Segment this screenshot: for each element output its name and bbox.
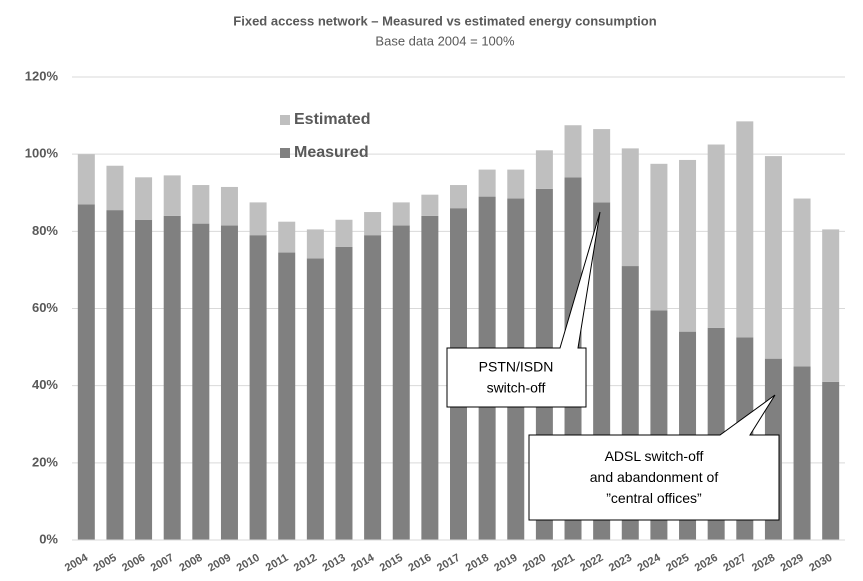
bar-segment bbox=[736, 121, 754, 338]
x-tick-label: 2023 bbox=[607, 552, 634, 575]
x-tick-label: 2024 bbox=[635, 551, 663, 574]
bar-segment bbox=[621, 148, 639, 267]
bar-segment bbox=[335, 246, 353, 540]
x-tick-label: 2012 bbox=[292, 552, 319, 575]
bar-segment bbox=[278, 221, 296, 253]
x-tick-label: 2006 bbox=[120, 552, 147, 575]
bar-segment bbox=[822, 229, 840, 382]
bar-segment bbox=[793, 198, 811, 367]
bar-segment bbox=[306, 229, 324, 259]
annotation-line: PSTN/ISDN bbox=[479, 358, 554, 374]
x-tick-label: 2021 bbox=[550, 552, 577, 575]
bar-segment bbox=[535, 150, 553, 189]
bar-segment bbox=[679, 159, 697, 332]
bar-segment bbox=[306, 258, 324, 540]
bar-segment bbox=[192, 185, 210, 224]
annotation-line: ADSL switch-off bbox=[605, 448, 704, 464]
x-tick-label: 2010 bbox=[235, 552, 262, 575]
x-tick-label: 2022 bbox=[578, 552, 605, 575]
y-tick-label: 80% bbox=[32, 223, 58, 238]
annotation-line: switch-off bbox=[487, 379, 546, 395]
bar-segment bbox=[793, 366, 811, 540]
x-tick-label: 2007 bbox=[149, 552, 176, 575]
annotation-line: and abandonment of bbox=[590, 469, 719, 485]
bar-segment bbox=[364, 235, 382, 541]
x-tick-label: 2016 bbox=[406, 552, 433, 575]
bar-segment bbox=[450, 185, 467, 209]
annotation-adsl: ADSL switch-off and abandonment of ”centra… bbox=[528, 394, 780, 521]
annotation-line: ”central offices” bbox=[606, 490, 702, 506]
bar-segment bbox=[249, 235, 267, 541]
x-tick-label: 2019 bbox=[492, 552, 519, 575]
bar-segment bbox=[135, 177, 153, 220]
x-tick-label: 2018 bbox=[464, 552, 491, 575]
y-tick-label: 20% bbox=[32, 454, 58, 469]
bar-segment bbox=[564, 125, 582, 178]
x-tick-label: 2029 bbox=[779, 552, 806, 575]
bar-segment bbox=[163, 215, 181, 540]
bar-segment bbox=[163, 175, 181, 216]
y-tick-label: 100% bbox=[25, 146, 59, 161]
bar-segment bbox=[220, 186, 238, 226]
x-tick-label: 2009 bbox=[206, 552, 233, 575]
annotation-text: ADSL switch-off and abandonment of ”centra… bbox=[590, 448, 719, 506]
bar-segment bbox=[764, 156, 782, 359]
bar-segment bbox=[650, 163, 668, 311]
bar-segment bbox=[593, 129, 611, 203]
bar-segment bbox=[335, 219, 353, 247]
x-tick-label: 2004 bbox=[63, 551, 91, 574]
plot-area: 0%20%40%60%80%100%120%2004 2005 2006 2007 20… bbox=[25, 68, 845, 574]
x-tick-label: 2025 bbox=[664, 552, 691, 575]
bar-segment bbox=[106, 210, 124, 541]
bar-segment bbox=[364, 212, 382, 236]
legend-label: Estimated bbox=[294, 111, 370, 128]
legend-swatch bbox=[280, 115, 290, 125]
x-tick-label: 2017 bbox=[435, 552, 462, 575]
chart-subtitle: Base data 2004 = 100% bbox=[375, 33, 515, 48]
x-tick-label: 2013 bbox=[321, 552, 348, 575]
callout-box bbox=[528, 394, 780, 521]
bar-segment bbox=[478, 169, 496, 197]
bar-segment bbox=[77, 154, 95, 205]
y-tick-label: 40% bbox=[32, 377, 58, 392]
callout-box bbox=[446, 211, 601, 408]
annotation-text: PSTN/ISDN switch-off bbox=[479, 358, 554, 395]
x-tick-label: 2005 bbox=[91, 552, 118, 575]
y-tick-label: 120% bbox=[25, 68, 59, 83]
bar-segment bbox=[707, 144, 725, 328]
bar-segment bbox=[249, 202, 267, 236]
x-tick-label: 2014 bbox=[349, 551, 377, 574]
annotation-pstn: PSTN/ISDN switch-off bbox=[446, 211, 601, 408]
x-tick-label: 2008 bbox=[177, 552, 204, 575]
x-tick-label: 2026 bbox=[693, 552, 720, 575]
bar-segment bbox=[392, 225, 410, 540]
bar-segment bbox=[77, 204, 95, 540]
bar-segment bbox=[135, 219, 153, 540]
x-tick-label: 2030 bbox=[807, 552, 834, 575]
x-tick-label: 2028 bbox=[750, 552, 777, 575]
y-tick-label: 0% bbox=[39, 531, 58, 546]
bar-segment bbox=[192, 223, 210, 540]
bar-segment bbox=[421, 215, 439, 540]
chart-title: Fixed access network – Measured vs estim… bbox=[233, 13, 656, 28]
x-tick-label: 2015 bbox=[378, 552, 405, 575]
x-tick-label: 2020 bbox=[521, 552, 548, 575]
legend-swatch bbox=[280, 148, 290, 158]
y-tick-label: 60% bbox=[32, 300, 58, 315]
bar-segment bbox=[278, 252, 296, 540]
bar-segment bbox=[220, 225, 238, 540]
bar-segment bbox=[421, 194, 439, 216]
bar-segment bbox=[106, 165, 124, 211]
legend-label: Measured bbox=[294, 144, 369, 161]
x-tick-label: 2027 bbox=[721, 552, 748, 575]
bar-segment bbox=[392, 202, 410, 226]
bar-segment bbox=[507, 169, 525, 199]
bar-segment bbox=[822, 381, 840, 540]
x-tick-label: 2011 bbox=[264, 552, 291, 574]
